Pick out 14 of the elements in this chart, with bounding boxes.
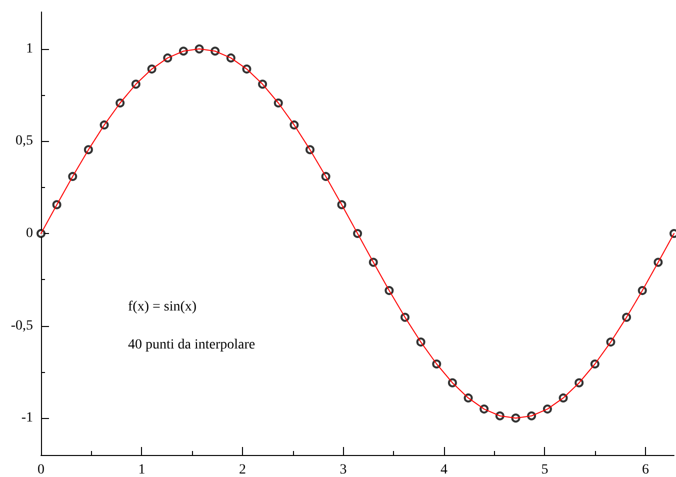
y-tick-label: 0,5 xyxy=(16,134,33,149)
x-tick-label: 2 xyxy=(238,462,246,477)
y-tick-label: -0,5 xyxy=(10,318,33,334)
x-tick-label: 3 xyxy=(340,462,347,477)
x-tick-label: 1 xyxy=(138,462,146,477)
x-tick-label: 0 xyxy=(38,462,44,477)
y-tick-label: 0 xyxy=(26,226,33,241)
x-tick-label: 4 xyxy=(440,462,448,477)
y-tick-label: -1 xyxy=(21,410,33,426)
y-tick-label: 1 xyxy=(26,41,33,56)
x-tick-label: 6 xyxy=(642,462,649,477)
x-tick-label: 5 xyxy=(541,462,548,477)
annotation: 40 punti da interpolare xyxy=(128,338,256,352)
annotation: f(x) = sin(x) xyxy=(128,300,197,314)
